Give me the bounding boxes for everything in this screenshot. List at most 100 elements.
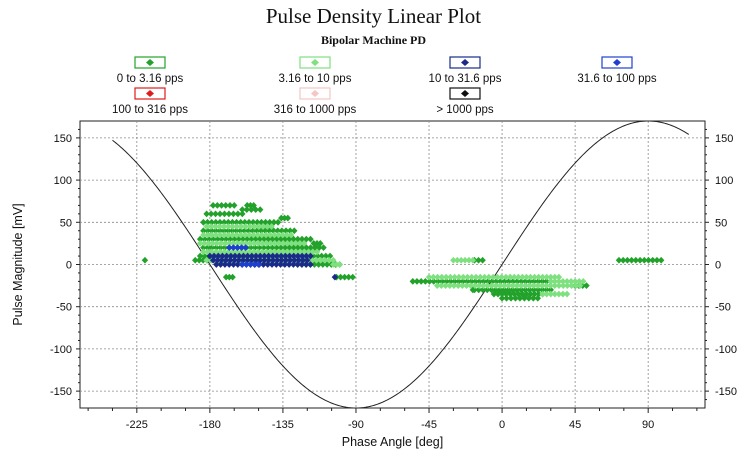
data-point	[221, 239, 229, 247]
data-point	[241, 231, 249, 239]
data-point	[262, 218, 269, 226]
data-point	[231, 252, 239, 260]
data-point	[434, 277, 442, 285]
data-point	[262, 231, 270, 239]
data-point	[422, 277, 429, 285]
data-point	[248, 206, 255, 214]
data-point	[539, 273, 546, 281]
data-point	[543, 273, 550, 281]
data-point	[208, 227, 215, 235]
data-point	[509, 282, 516, 290]
data-point	[649, 256, 656, 264]
data-point	[568, 282, 575, 290]
series-3-16-to-10-pps	[196, 223, 587, 298]
data-point	[531, 273, 538, 281]
data-point	[273, 252, 281, 260]
data-point	[501, 282, 508, 290]
data-point	[320, 244, 327, 252]
data-point	[255, 223, 262, 230]
data-point	[641, 256, 648, 264]
data-point	[333, 261, 340, 268]
data-point	[220, 227, 228, 235]
data-point	[551, 273, 559, 281]
data-point	[551, 277, 559, 285]
data-point	[255, 239, 262, 247]
data-point	[526, 282, 533, 290]
data-point	[447, 273, 454, 281]
data-point	[200, 218, 207, 226]
data-point	[534, 286, 542, 294]
data-point	[523, 273, 530, 281]
data-point	[216, 210, 224, 218]
data-point	[269, 252, 276, 260]
data-point	[225, 218, 232, 226]
data-point	[199, 256, 207, 264]
data-point	[255, 261, 262, 268]
data-point	[515, 273, 522, 281]
data-point	[208, 244, 216, 252]
x-tick-label: 45	[569, 419, 581, 431]
data-point	[547, 290, 554, 298]
data-point	[434, 273, 441, 281]
data-point	[214, 256, 221, 264]
data-point	[265, 256, 272, 264]
data-point	[530, 286, 538, 294]
data-point	[229, 223, 236, 230]
data-point	[225, 248, 232, 256]
data-point	[555, 277, 563, 285]
data-point	[583, 282, 590, 290]
data-point	[209, 202, 217, 209]
data-point	[203, 256, 210, 264]
x-tick-label: -180	[199, 419, 221, 431]
legend-label: 316 to 1000 pps	[274, 104, 357, 116]
data-point	[212, 227, 219, 235]
data-point	[307, 244, 314, 252]
data-point	[229, 218, 236, 226]
x-tick-label: 90	[642, 419, 654, 431]
data-point	[252, 256, 260, 264]
data-point	[251, 223, 258, 230]
data-point	[636, 256, 644, 264]
data-point	[285, 261, 293, 268]
data-point	[451, 273, 458, 281]
data-point	[216, 227, 224, 235]
data-point	[514, 277, 521, 285]
data-point	[517, 286, 525, 294]
data-point	[522, 282, 529, 290]
data-point	[214, 202, 221, 209]
data-point	[270, 218, 278, 226]
data-point	[450, 256, 457, 264]
data-point	[275, 231, 282, 239]
data-point	[527, 273, 534, 281]
x-tick-label: -135	[272, 419, 294, 431]
data-point	[231, 202, 238, 209]
data-point	[243, 206, 251, 214]
data-point	[538, 282, 546, 290]
data-point	[516, 294, 524, 302]
y-tick-label-right: 150	[715, 133, 733, 145]
data-point	[331, 273, 339, 281]
data-point	[313, 248, 321, 256]
data-point	[246, 231, 253, 239]
data-point	[206, 252, 214, 260]
data-point	[479, 256, 486, 264]
y-tick-label-left: 100	[54, 175, 72, 187]
data-point	[263, 239, 270, 247]
data-point	[233, 223, 241, 230]
data-point	[530, 282, 537, 290]
data-point	[307, 261, 314, 268]
data-point	[521, 294, 528, 302]
data-point	[241, 218, 249, 226]
data-point	[571, 277, 579, 285]
data-point	[281, 214, 288, 222]
data-point	[258, 231, 266, 239]
data-point	[455, 273, 463, 281]
data-point	[196, 239, 204, 247]
data-point	[200, 227, 207, 235]
data-point	[576, 282, 584, 290]
data-point	[430, 273, 437, 281]
y-tick-label-right: 50	[715, 217, 727, 229]
data-point	[271, 239, 279, 247]
data-point	[261, 252, 268, 260]
data-point	[216, 218, 224, 226]
